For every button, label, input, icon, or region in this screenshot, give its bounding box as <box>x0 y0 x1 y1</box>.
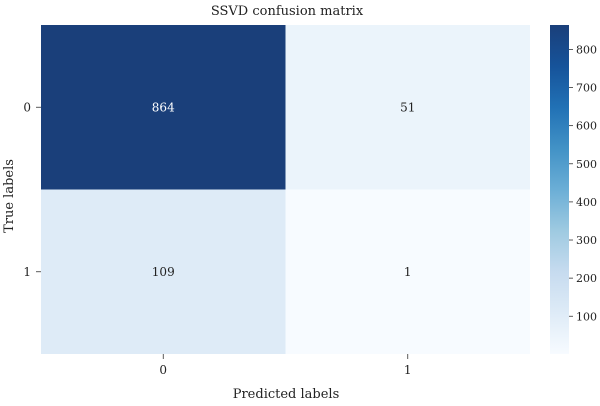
cell-value-0-1: 51 <box>400 100 415 114</box>
x-axis-label: Predicted labels <box>233 387 340 402</box>
y-tick-label: 0 <box>23 100 31 114</box>
y-tick-label: 1 <box>23 265 31 279</box>
colorbar-tick-label: 700 <box>576 82 597 95</box>
cell-value-1-1: 1 <box>404 265 412 279</box>
colorbar-tick-label: 100 <box>576 310 597 323</box>
colorbar-tick-label: 300 <box>576 234 597 247</box>
colorbar-tick-label: 200 <box>576 272 597 285</box>
heatmap-cells <box>41 25 530 354</box>
x-tick-label: 0 <box>159 363 167 377</box>
y-axis-ticks: 01 <box>23 100 41 279</box>
heatmap-cell-1-0 <box>41 189 286 354</box>
heatmap-cell-labels: 864 51 109 1 <box>152 100 416 279</box>
colorbar-tick-label: 600 <box>576 120 597 133</box>
y-axis-label: True labels <box>2 159 17 233</box>
heatmap-cell-1-1 <box>285 189 530 354</box>
chart-title: SSVD confusion matrix <box>211 4 364 19</box>
colorbar-tick-label: 400 <box>576 196 597 209</box>
colorbar-tick-label: 500 <box>576 158 597 171</box>
heatmap-cell-0-0 <box>41 25 286 190</box>
x-tick-label: 1 <box>404 363 412 377</box>
colorbar <box>550 25 569 354</box>
cell-value-1-0: 109 <box>152 265 175 279</box>
cell-value-0-0: 864 <box>152 100 175 114</box>
colorbar-ticks: 100 200 300 400 500 600 700 800 <box>569 43 597 323</box>
colorbar-tick-label: 800 <box>576 43 597 56</box>
heatmap-cell-0-1 <box>285 25 530 190</box>
